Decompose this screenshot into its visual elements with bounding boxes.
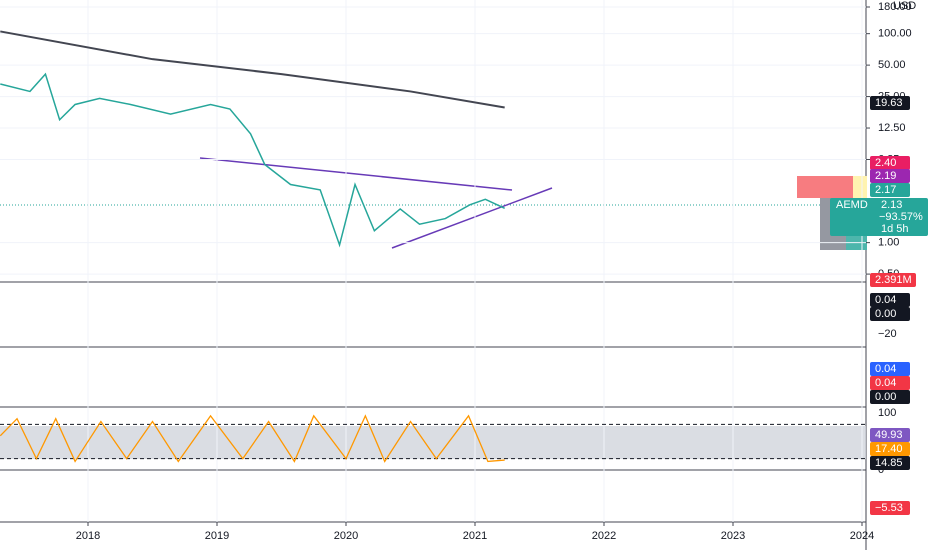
price-label-text: 19.63 <box>875 97 903 109</box>
x-tick-label: 2018 <box>76 530 100 542</box>
y-tick-label: 100.00 <box>878 28 912 40</box>
x-tick-label: 2020 <box>334 530 358 542</box>
x-tick-label: 2024 <box>850 530 874 542</box>
price-label <box>870 96 910 110</box>
price-label <box>870 156 910 170</box>
price-label-text: 49.93 <box>875 429 903 441</box>
price-label <box>870 501 910 515</box>
price-line <box>0 72 505 248</box>
x-tick-label: 2022 <box>592 530 616 542</box>
price-label-text: 2.19 <box>875 170 896 182</box>
symbol: AEMD <box>836 199 868 211</box>
price-label <box>870 307 910 321</box>
price-label <box>870 293 910 307</box>
position-stop <box>797 176 853 198</box>
trendline <box>391 187 553 249</box>
price-label-text: 17.40 <box>875 443 903 455</box>
position-target <box>853 176 867 198</box>
price-label-text: 0.04 <box>875 294 896 306</box>
price-label <box>870 456 910 470</box>
x-tick-label: 2021 <box>463 530 487 542</box>
price-label <box>870 428 910 442</box>
price-label-text: 2.17 <box>875 184 896 196</box>
x-tick-label: 2019 <box>205 530 229 542</box>
stoch-line <box>0 414 505 463</box>
y-tick-label: 1.00 <box>878 237 899 249</box>
price-label <box>870 273 916 287</box>
y-tick-label: 12.50 <box>878 122 906 134</box>
y-tick-label: 100 <box>878 407 896 419</box>
last-price: 2.13 <box>881 199 902 211</box>
countdown: 1d 5h <box>881 223 909 235</box>
price-label <box>870 376 910 390</box>
last-price-box <box>830 198 928 236</box>
y-tick-label: 180.00 <box>878 1 912 13</box>
price-label-text: 2.391M <box>875 274 912 286</box>
price-label-text: 0.04 <box>875 377 896 389</box>
price-label <box>870 362 910 376</box>
price-label-text: 14.85 <box>875 457 903 469</box>
price-label-text: 0.04 <box>875 363 896 375</box>
y-tick-label: −20 <box>878 328 897 340</box>
price-label-text: −5.53 <box>875 502 903 514</box>
price-label <box>870 169 910 183</box>
y-tick-label: 50.00 <box>878 59 906 71</box>
currency: USD <box>893 0 916 12</box>
price-label <box>870 183 910 197</box>
x-tick-label: 2023 <box>721 530 745 542</box>
price-label <box>870 442 910 456</box>
trendline <box>199 157 513 191</box>
price-label-text: 2.40 <box>875 157 896 169</box>
price-label-text: 0.00 <box>875 308 896 320</box>
price-label-text: 0.00 <box>875 391 896 403</box>
change: −93.57% <box>879 211 923 223</box>
price-label <box>870 390 910 404</box>
moving-average <box>0 30 505 109</box>
